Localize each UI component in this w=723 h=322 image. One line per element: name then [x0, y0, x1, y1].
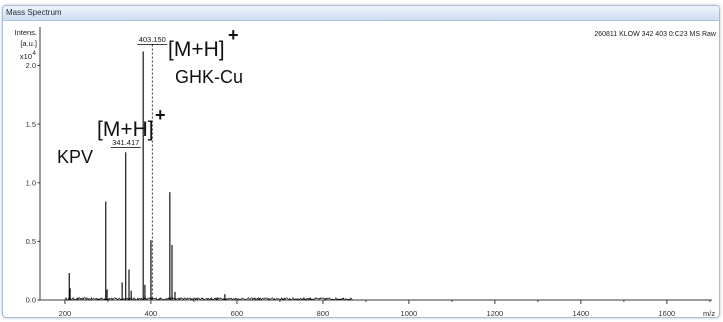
- spectrum-id: 260811 KLOW 342 403 0:C23 MS Raw: [594, 31, 717, 38]
- x-tick-label: 800: [317, 309, 330, 318]
- x-tick-label: 1400: [573, 309, 590, 318]
- y-tick-label: 1.0: [26, 178, 36, 187]
- peaks: [68, 51, 226, 300]
- x-tick-label: 600: [231, 309, 244, 318]
- window-title: Mass Spectrum: [6, 8, 62, 17]
- x-tick-label: 1000: [401, 309, 418, 318]
- y-tick-label: 2.0: [26, 61, 36, 70]
- x-tick-label: 1600: [659, 309, 676, 318]
- peak-label-403: 403.150: [139, 35, 166, 44]
- compound-label: GHK-Cu: [175, 67, 243, 87]
- compound-label: KPV: [57, 147, 93, 167]
- y-tick-label: 0.5: [26, 237, 36, 246]
- mass-spectrum-window: Mass Spectrum: [2, 5, 720, 318]
- x-axis-label: m/z: [703, 309, 715, 318]
- y-tick-label: 0.0: [26, 296, 36, 305]
- x-tick-label: 200: [59, 309, 72, 318]
- peak-label-341: 341.417: [112, 138, 139, 147]
- axis-ticks: 0.0 0.5 1.0 1.5 2.0 200 400 600 800 1000 1200 1400 1…: [26, 61, 711, 318]
- y-axis-unit: [a.u.]: [20, 39, 37, 48]
- y-axis-label: Intens.: [14, 28, 37, 37]
- y-tick-label: 1.5: [26, 120, 36, 129]
- x-tick-label: 400: [145, 309, 158, 318]
- ion-charge: +: [155, 105, 166, 125]
- ion-charge: +: [228, 25, 239, 45]
- x-tick-label: 1200: [487, 309, 504, 318]
- y-axis-scale-prefix: x10: [20, 52, 32, 61]
- baseline-noise: [64, 296, 353, 301]
- ion-label: [M+H]: [168, 38, 225, 61]
- window-title-bar[interactable]: Mass Spectrum: [3, 6, 719, 21]
- annotation-kpv: 341.417 [M+H] + KPV: [57, 105, 166, 167]
- y-axis-scale-exponent: 4: [33, 51, 37, 57]
- annotation-ghk-cu: 403.150 [M+H] + GHK-Cu: [137, 25, 243, 300]
- ion-label: [M+H]: [97, 118, 154, 141]
